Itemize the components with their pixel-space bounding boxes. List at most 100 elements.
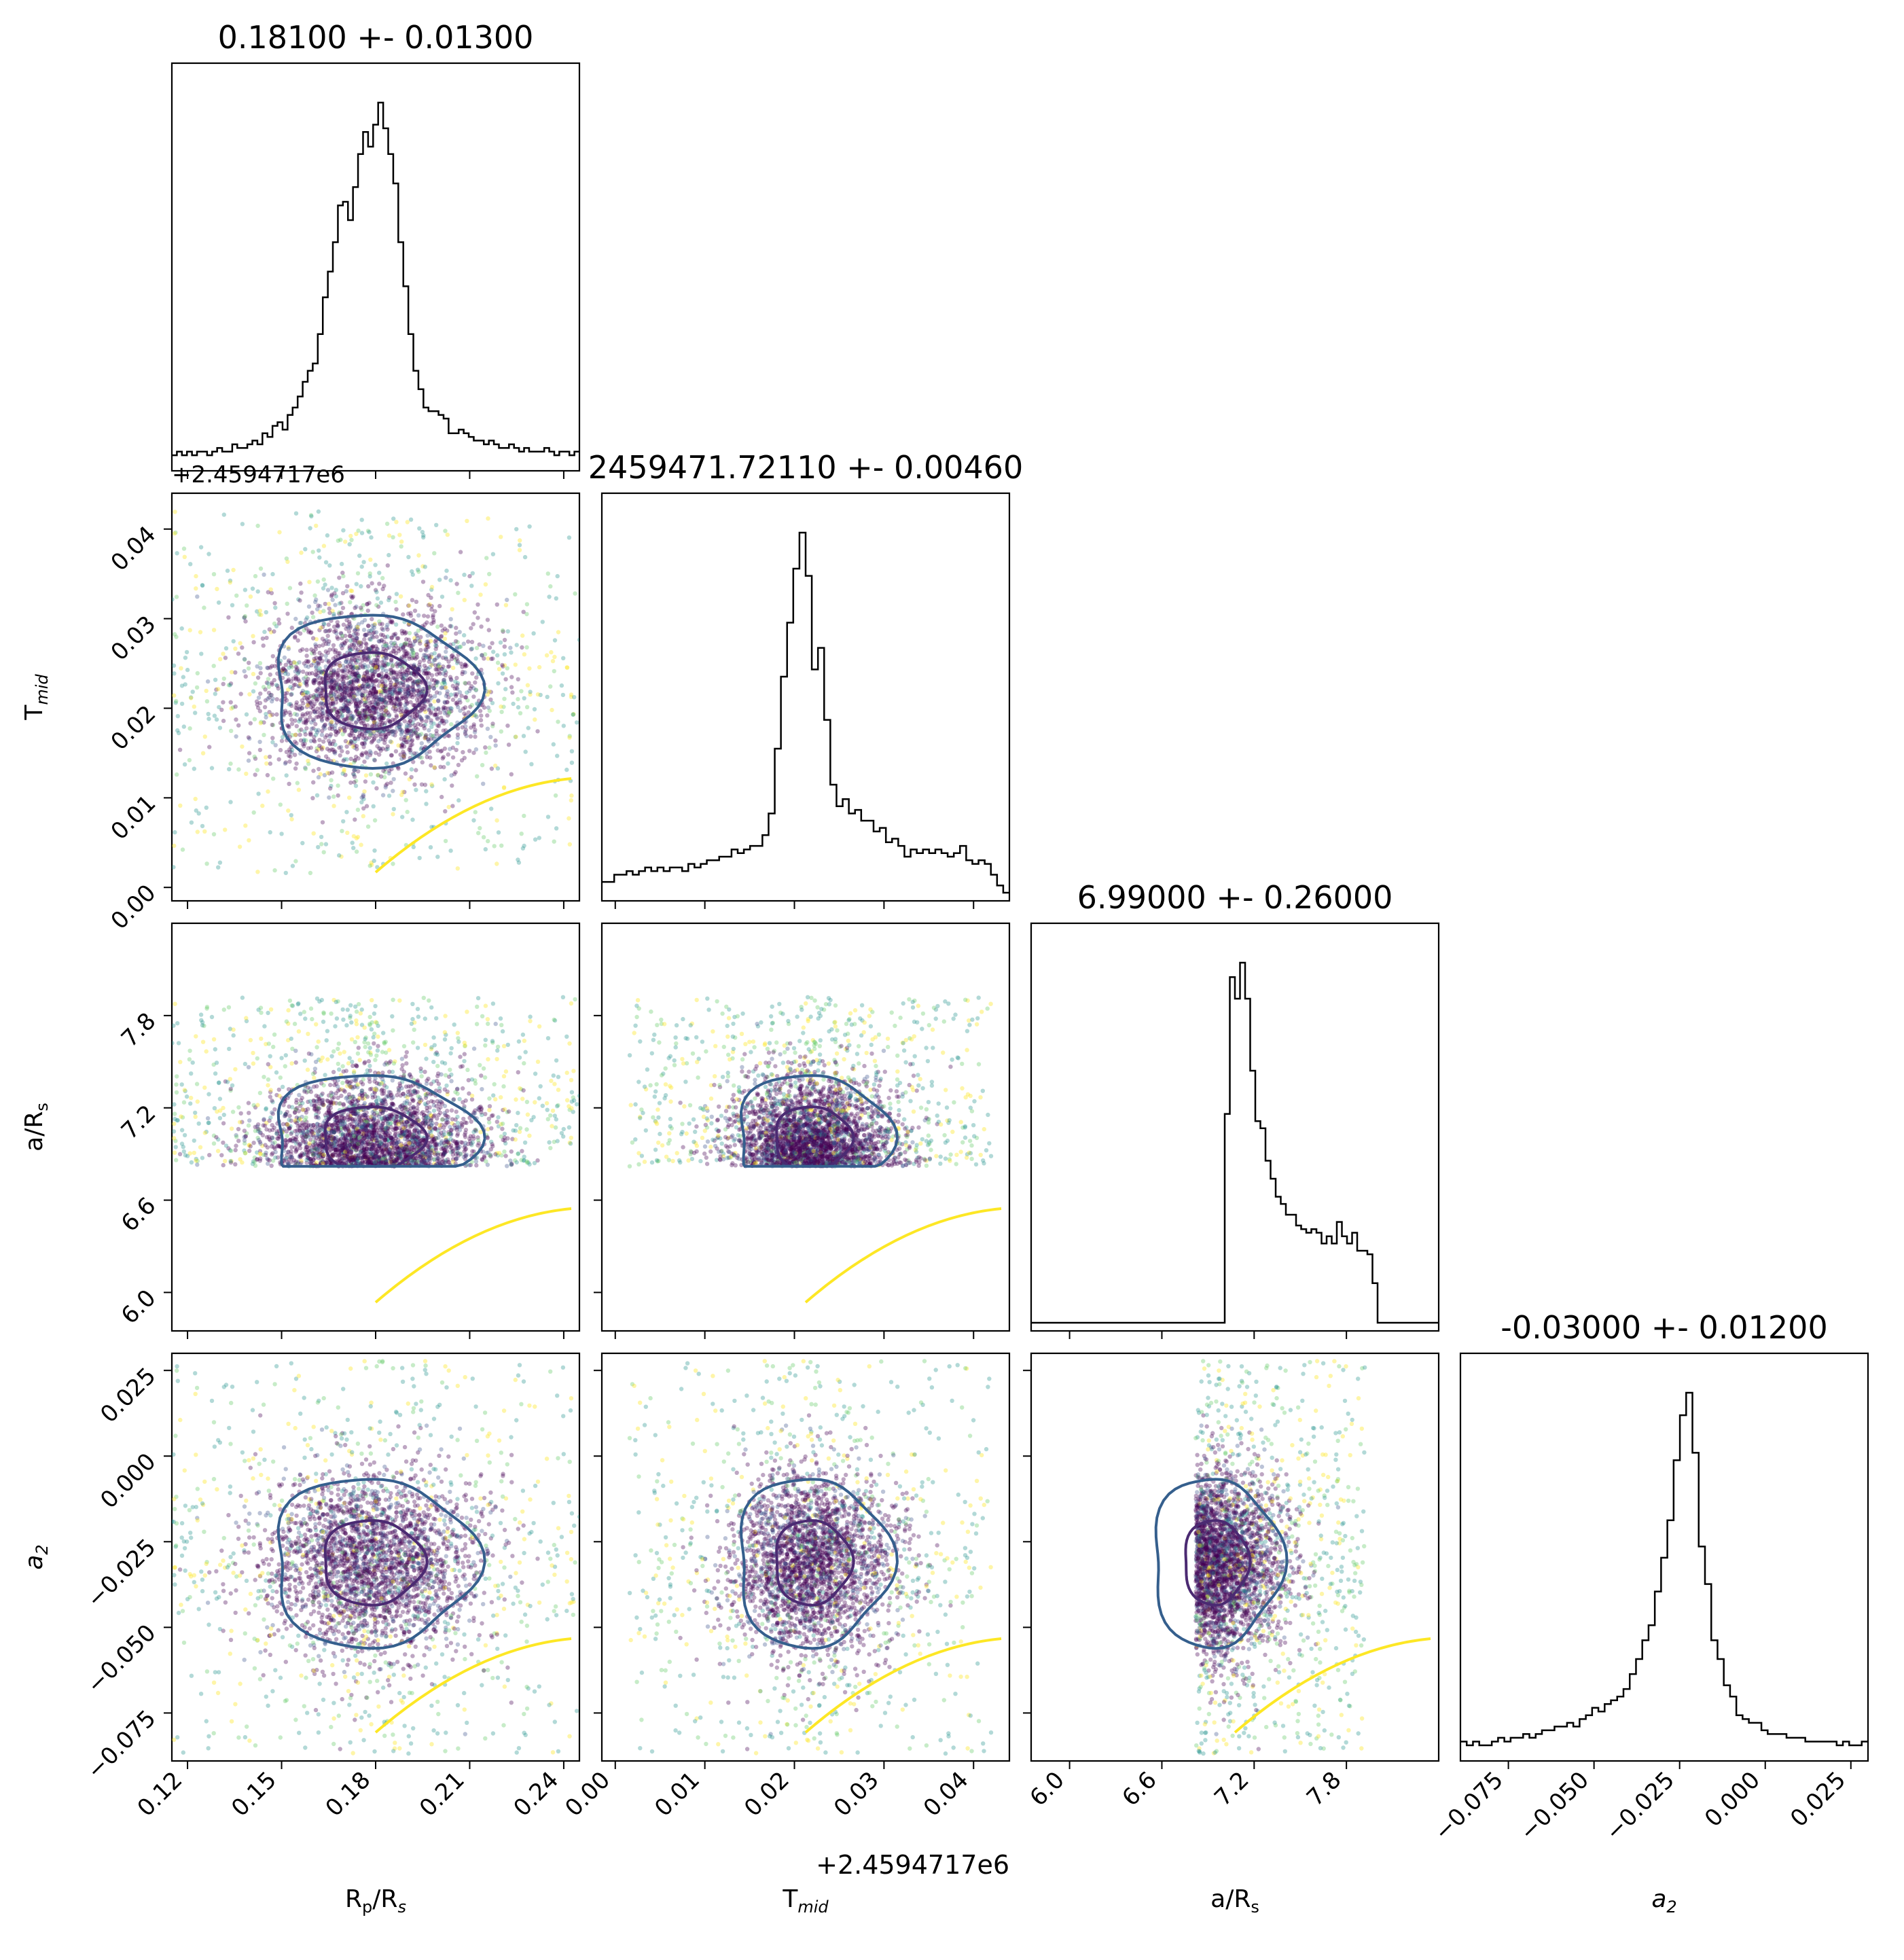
sample-point (344, 626, 348, 631)
sample-point (347, 732, 352, 737)
sample-point (370, 690, 374, 694)
sample-point (501, 785, 507, 791)
sample-point (353, 728, 358, 734)
sample-point (380, 654, 385, 659)
sample-point (385, 627, 390, 632)
sample-point (321, 586, 326, 591)
sample-point (423, 783, 428, 787)
sample-point (371, 1035, 376, 1040)
sample-point (333, 688, 338, 692)
sample-point (388, 695, 393, 700)
sample-point (414, 768, 418, 772)
sample-point (287, 665, 291, 670)
sample-point (519, 689, 524, 694)
sample-point (353, 758, 357, 763)
sample-point (490, 721, 495, 726)
sample-point (353, 705, 359, 709)
sample-point (308, 870, 313, 876)
sample-point (406, 690, 411, 695)
sample-point (342, 757, 347, 762)
sample-point (522, 554, 528, 560)
sample-point (175, 551, 179, 556)
sample-point (535, 729, 540, 734)
sample-point (398, 647, 403, 652)
sample-point (326, 673, 331, 678)
sample-point (369, 678, 374, 683)
sample-point (311, 738, 317, 743)
sample-point (428, 702, 433, 707)
sample-point (429, 607, 434, 612)
sample-point (319, 671, 324, 675)
sample-point (387, 712, 392, 717)
sample-point (173, 530, 178, 535)
sample-point (444, 694, 448, 698)
sample-point (429, 587, 434, 592)
sample-point (286, 645, 291, 650)
sample-point (255, 1103, 260, 1107)
sample-point (338, 537, 343, 542)
sample-point (347, 698, 352, 704)
sample-point (251, 1103, 256, 1108)
sample-point (335, 696, 340, 701)
sample-point (429, 782, 434, 787)
sample-point (265, 772, 270, 778)
sample-point (298, 732, 302, 737)
sample-point (202, 605, 206, 610)
sample-point (517, 548, 522, 552)
sample-point (363, 689, 368, 694)
sample-point (328, 678, 333, 683)
sample-point (408, 611, 413, 616)
sample-point (425, 620, 429, 625)
sample-point (393, 705, 397, 709)
sample-point (357, 717, 361, 721)
sample-point (347, 671, 353, 675)
sample-point (276, 686, 281, 691)
sample-point (250, 586, 255, 591)
sample-point (399, 672, 404, 677)
sample-point (320, 701, 325, 707)
sample-point (279, 738, 285, 743)
sample-point (298, 738, 304, 743)
sample-point (401, 644, 406, 649)
sample-point (509, 675, 514, 679)
sample-point (321, 544, 327, 548)
sample-point (522, 1140, 528, 1145)
sample-point (363, 738, 368, 743)
sample-point (564, 767, 569, 772)
sample-point (383, 703, 388, 708)
sample-point (471, 1046, 477, 1051)
sample-point (325, 770, 330, 776)
sample-point (382, 737, 388, 742)
sample-point (289, 692, 294, 696)
sample-point (206, 1120, 211, 1126)
sample-point (334, 628, 338, 633)
sample-point (362, 618, 367, 622)
sample-point (351, 691, 356, 696)
sample-point (200, 823, 205, 829)
sample-point (374, 751, 378, 755)
sample-point (359, 683, 365, 689)
sample-point (394, 701, 399, 707)
sample-point (311, 677, 317, 683)
sample-point (401, 1044, 407, 1049)
sample-point (383, 686, 388, 691)
sample-point (412, 664, 417, 669)
axes-frame (1030, 922, 1440, 1332)
sample-point (417, 526, 422, 531)
sample-point (341, 573, 346, 579)
sample-point (344, 693, 349, 698)
sample-point (397, 662, 401, 667)
sample-point (455, 726, 461, 731)
sample-point (388, 729, 393, 734)
sample-point (353, 728, 358, 732)
sample-point (442, 721, 446, 726)
sample-point (553, 793, 558, 798)
sample-point (202, 734, 207, 739)
sample-point (501, 1044, 507, 1049)
sample-point (302, 744, 306, 749)
sample-point (427, 728, 431, 733)
sample-point (301, 720, 306, 725)
sample-point (372, 695, 378, 700)
sample-point (474, 1163, 479, 1168)
sample-point (181, 724, 186, 729)
